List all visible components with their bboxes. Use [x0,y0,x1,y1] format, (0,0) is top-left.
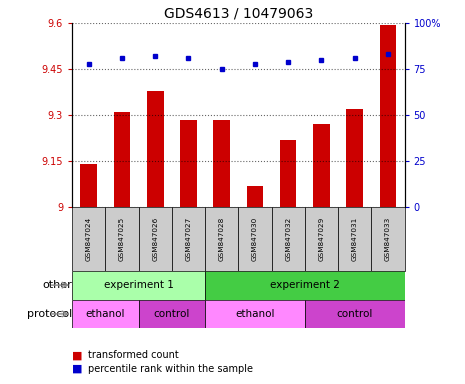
Text: GSM847030: GSM847030 [252,217,258,261]
Bar [372,207,405,271]
Text: GSM847025: GSM847025 [119,217,125,261]
Text: GSM847029: GSM847029 [319,217,325,261]
Text: GSM847028: GSM847028 [219,217,225,261]
Text: ■: ■ [72,364,83,374]
Bar [379,25,396,207]
Text: other: other [42,280,72,290]
Bar [239,207,272,271]
Text: GSM847033: GSM847033 [385,217,391,261]
Text: GSM847031: GSM847031 [352,217,358,261]
Bar [280,140,297,207]
Bar [305,207,338,271]
Text: protocol: protocol [27,309,72,319]
Bar [338,207,371,271]
Bar [147,91,164,207]
Bar [313,124,330,207]
Bar [72,207,105,271]
Bar [205,300,305,328]
Bar [346,109,363,207]
Text: transformed count: transformed count [88,350,179,360]
Bar [139,207,172,271]
Bar [80,164,97,207]
Text: ■: ■ [72,350,83,360]
Text: ethanol: ethanol [86,309,125,319]
Bar [72,271,205,300]
Bar [305,300,405,328]
Text: experiment 2: experiment 2 [270,280,340,290]
Title: GDS4613 / 10479063: GDS4613 / 10479063 [164,7,313,20]
Text: GSM847024: GSM847024 [86,217,92,261]
Bar [205,271,405,300]
Bar [105,207,139,271]
Text: GSM847032: GSM847032 [285,217,291,261]
Text: GSM847026: GSM847026 [152,217,158,261]
Bar [172,207,205,271]
Bar [72,300,139,328]
Bar [113,112,130,207]
Bar [205,207,239,271]
Bar [139,300,205,328]
Bar [272,207,305,271]
Bar [213,120,230,207]
Bar [180,120,197,207]
Text: experiment 1: experiment 1 [104,280,173,290]
Text: ethanol: ethanol [235,309,275,319]
Text: GSM847027: GSM847027 [186,217,192,261]
Text: control: control [153,309,190,319]
Text: control: control [337,309,373,319]
Text: percentile rank within the sample: percentile rank within the sample [88,364,253,374]
Bar [246,186,263,207]
